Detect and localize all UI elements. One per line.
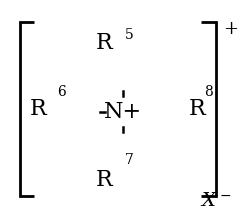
Text: 6: 6 — [58, 85, 66, 99]
Text: N+: N+ — [103, 101, 142, 122]
Text: R: R — [96, 169, 113, 192]
Text: 5: 5 — [125, 28, 134, 42]
Text: 8: 8 — [205, 85, 213, 99]
Text: X: X — [201, 192, 215, 210]
Text: R: R — [189, 98, 205, 120]
Text: R: R — [96, 31, 113, 54]
Text: R: R — [30, 98, 47, 120]
Text: +: + — [223, 20, 238, 38]
Text: 7: 7 — [125, 153, 134, 167]
Text: −: − — [219, 189, 231, 203]
